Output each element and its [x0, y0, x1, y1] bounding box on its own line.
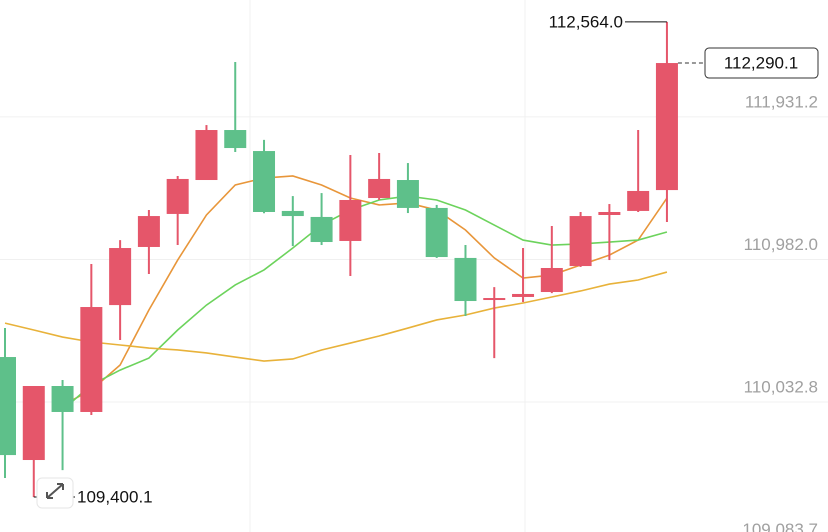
y-tick-label: 109,083.7 — [742, 520, 818, 532]
candle-body — [137, 216, 160, 247]
y-tick-label: 110,982.0 — [744, 235, 818, 254]
candle-body — [454, 257, 477, 302]
candle-body — [166, 178, 189, 214]
last-price-box — [704, 47, 819, 79]
plot: 109,083.7 110,032.8 110,982.0 111,931.2 112,… — [0, 12, 828, 532]
candle-body — [195, 130, 218, 181]
candle-body — [22, 386, 45, 461]
candle-body — [109, 248, 132, 306]
y-tick-label: 111,931.2 — [745, 92, 818, 111]
low-label: 109,400.1 — [77, 487, 153, 506]
candle-body — [627, 190, 650, 211]
candle-body — [224, 130, 247, 149]
candle-body — [598, 211, 621, 215]
y-tick-label: 110,032.8 — [744, 377, 818, 396]
candle-body — [310, 216, 333, 243]
candle-body — [655, 63, 678, 191]
candle-body — [253, 151, 276, 212]
candle-body — [339, 199, 362, 241]
candle-body — [368, 178, 391, 199]
expand-icon — [46, 483, 64, 499]
candle-body — [0, 357, 16, 456]
ma-line — [62, 175, 668, 406]
expand-box[interactable] — [36, 477, 74, 509]
ma-line — [62, 195, 668, 411]
candle-body — [281, 210, 304, 217]
candle-body — [569, 216, 592, 267]
high-label: 112,564.0 — [549, 12, 623, 31]
candle-body — [425, 207, 448, 258]
candle-body — [512, 293, 535, 297]
candle-body — [396, 180, 419, 208]
ma-line — [4, 271, 668, 362]
candle-body — [540, 267, 563, 293]
expand-button[interactable] — [36, 477, 74, 509]
candle-body — [483, 298, 506, 301]
last-price-label: 112,290.1 — [724, 54, 798, 73]
candle-body — [80, 307, 103, 412]
candle-body — [51, 386, 74, 412]
